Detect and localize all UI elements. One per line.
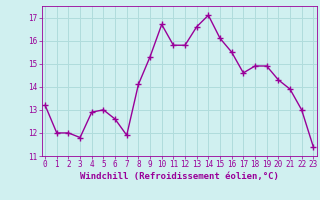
X-axis label: Windchill (Refroidissement éolien,°C): Windchill (Refroidissement éolien,°C): [80, 172, 279, 181]
